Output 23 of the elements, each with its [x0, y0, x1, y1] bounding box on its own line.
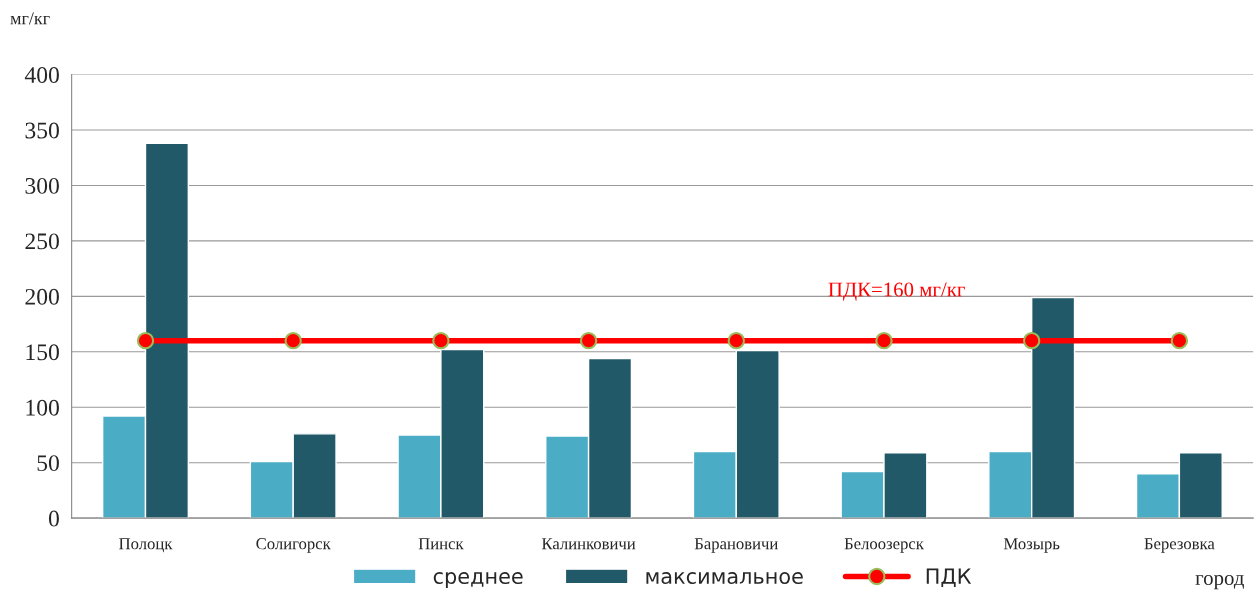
legend-label: максимальное [646, 572, 803, 585]
x-tick-label: Пинск [418, 538, 464, 550]
y-tick-label: 400 [24, 67, 59, 83]
y-tick-label: 50 [37, 455, 59, 472]
y-tick-label: 100 [26, 399, 59, 416]
y-tick-label: 150 [26, 344, 59, 361]
x-tick-label: Березовка [1144, 538, 1215, 553]
y-tick-label: 300 [25, 177, 59, 194]
x-tick-label: Полоцк [119, 538, 173, 553]
y-tick-label: 250 [25, 233, 59, 250]
x-tick-label: Калинковичи [541, 538, 636, 550]
x-tick-label: Мозырь [1003, 538, 1060, 553]
legend-label: ПДК [926, 568, 972, 588]
x-tick-label: Барановичи [694, 538, 778, 553]
x-axis-title: город [1195, 574, 1244, 590]
x-tick-label: Белоозерск [844, 538, 924, 553]
y-tick-label: 0 [48, 510, 59, 527]
legend-label: среднее [433, 572, 523, 589]
y-axis-title: мг/кг [10, 12, 50, 25]
y-tick-label: 200 [25, 288, 59, 305]
annotation: ПДК=160 мг/кг [828, 282, 965, 301]
x-tick-label: Солигорск [256, 538, 331, 553]
y-tick-label: 350 [25, 122, 59, 139]
